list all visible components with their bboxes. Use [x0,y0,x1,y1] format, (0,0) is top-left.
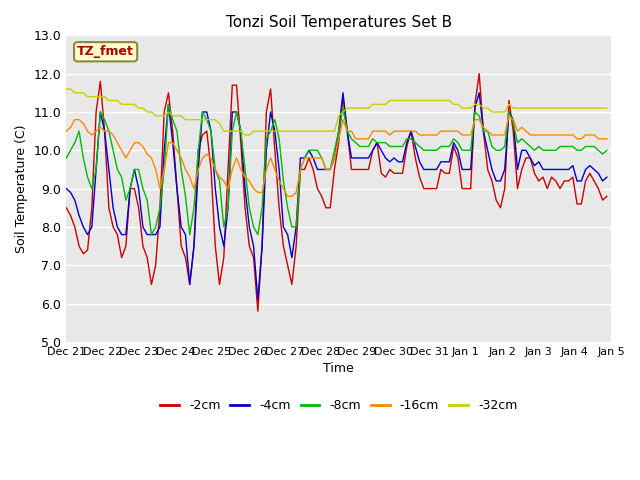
X-axis label: Time: Time [323,362,354,375]
Legend: -2cm, -4cm, -8cm, -16cm, -32cm: -2cm, -4cm, -8cm, -16cm, -32cm [155,394,522,417]
Y-axis label: Soil Temperature (C): Soil Temperature (C) [15,124,28,253]
Title: Tonzi Soil Temperatures Set B: Tonzi Soil Temperatures Set B [226,15,452,30]
Text: TZ_fmet: TZ_fmet [77,45,134,58]
